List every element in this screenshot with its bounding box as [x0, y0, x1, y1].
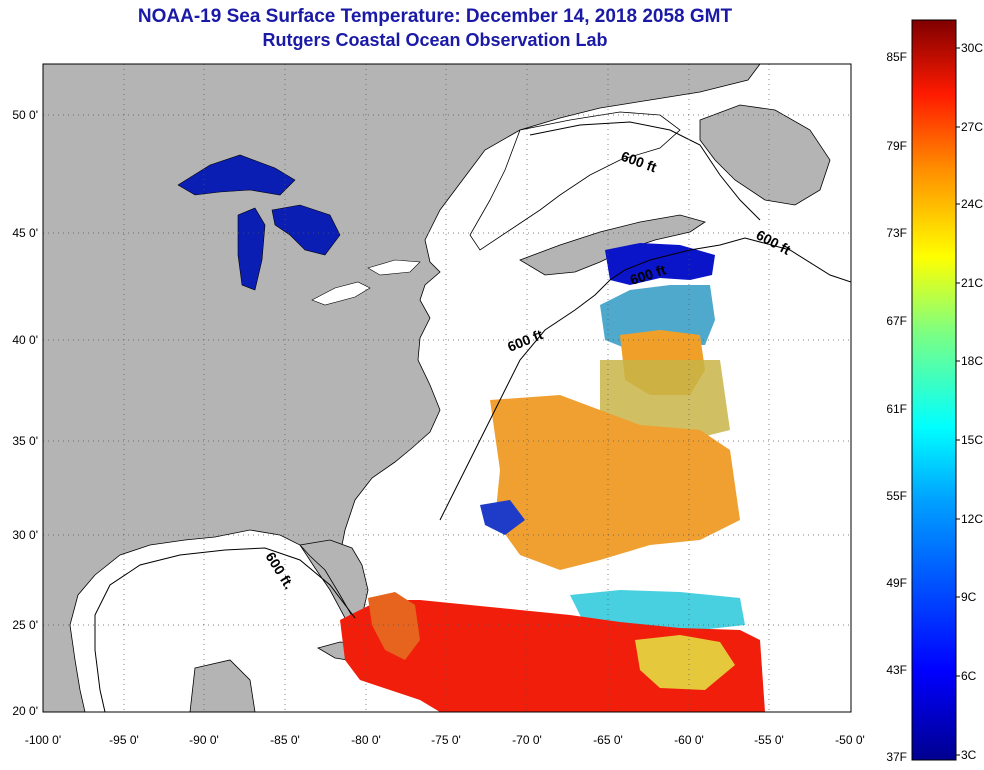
- colorbar-fahrenheit-label: 61F: [886, 402, 907, 416]
- lake-ontario: [367, 259, 421, 276]
- colorbar-celsius-label: 21C: [961, 276, 983, 290]
- colorbar-fahrenheit-label: 43F: [886, 663, 907, 677]
- latitude-tick-label: 40 0': [12, 333, 38, 347]
- colorbar-celsius-label: 18C: [961, 354, 983, 368]
- sst-gulf-stream-north: [600, 360, 730, 440]
- colorbar-fahrenheit-label: 37F: [886, 750, 907, 764]
- longitude-tick-label: -65 0': [593, 733, 623, 747]
- lake-huron: [271, 204, 341, 256]
- longitude-tick-label: -60 0': [674, 733, 704, 747]
- colorbar-fahrenheit-labels: 85F 79F 73F 67F 61F 55F 49F 43F 37F: [886, 50, 907, 764]
- colorbar-fahrenheit-label: 55F: [886, 489, 907, 503]
- latitude-tick-label: 20 0': [12, 704, 38, 718]
- longitude-tick-label: -80 0': [351, 733, 381, 747]
- colorbar-fahrenheit-label: 67F: [886, 314, 907, 328]
- colorbar-celsius-label: 3C: [961, 748, 977, 762]
- latitude-tick-label: 25 0': [12, 618, 38, 632]
- latitude-tick-label: 50 0': [12, 108, 38, 122]
- longitude-tick-label: -95 0': [109, 733, 139, 747]
- longitude-tick-label: -90 0': [189, 733, 219, 747]
- colorbar-celsius-label: 12C: [961, 512, 983, 526]
- sst-gulf-of-maine: [605, 243, 715, 285]
- latitude-tick-label: 45 0': [12, 226, 38, 240]
- latitude-axis: 50 0' 45 0' 40 0' 35 0' 30 0' 25 0' 20 0': [12, 108, 38, 718]
- colorbar-fahrenheit-label: 73F: [886, 226, 907, 240]
- graticule: [43, 64, 851, 712]
- colorbar-celsius-label: 24C: [961, 197, 983, 211]
- longitude-tick-label: -55 0': [754, 733, 784, 747]
- map-frame: [42, 63, 852, 713]
- colorbar-celsius-label: 15C: [961, 433, 983, 447]
- map-area: [43, 64, 851, 712]
- colorbar-celsius-label: 30C: [961, 41, 983, 55]
- map-subtitle: Rutgers Coastal Ocean Observation Lab: [262, 30, 608, 50]
- latitude-tick-label: 30 0': [12, 528, 38, 542]
- land-maritimes: [519, 214, 706, 276]
- sst-cyan-band: [570, 590, 745, 630]
- longitude-tick-label: -70 0': [512, 733, 542, 747]
- longitude-axis: -100 0' -95 0' -90 0' -85 0' -80 0' -75 0' -70…: [25, 733, 865, 747]
- colorbar: [911, 19, 957, 761]
- colorbar-celsius-label: 27C: [961, 120, 983, 134]
- colorbar-celsius-label: 9C: [961, 590, 977, 604]
- sst-yellow-patch: [635, 635, 735, 690]
- longitude-tick-label: -50 0': [835, 733, 865, 747]
- sst-sargasso-main: [490, 395, 740, 570]
- sst-bahamas-orange: [368, 592, 420, 660]
- longitude-tick-label: -100 0': [25, 733, 61, 747]
- land-north-america: [43, 64, 761, 712]
- map-title: NOAA-19 Sea Surface Temperature: Decembe…: [137, 6, 733, 27]
- colorbar-fahrenheit-label: 49F: [886, 576, 907, 590]
- contour-600ft-gulf: [94, 547, 356, 712]
- contour-600ft-stlawrence: [529, 121, 761, 221]
- sst-cool-patch: [480, 500, 525, 535]
- land-yucatan: [189, 659, 256, 712]
- colorbar-celsius-labels: 30C 27C 24C 21C 18C 15C 12C 9C 6C 3C: [956, 41, 983, 762]
- colorbar-fahrenheit-label: 79F: [886, 139, 907, 153]
- lake-superior: [177, 154, 296, 196]
- lake-michigan: [237, 207, 266, 291]
- longitude-tick-label: -75 0': [431, 733, 461, 747]
- longitude-tick-label: -85 0': [270, 733, 300, 747]
- colorbar-celsius-label: 6C: [961, 669, 977, 683]
- lake-erie: [311, 281, 371, 306]
- colorbar-fahrenheit-label: 85F: [886, 50, 907, 64]
- latitude-tick-label: 35 0': [12, 434, 38, 448]
- gulf-st-lawrence: [469, 111, 681, 251]
- contour-600ft-east: [439, 237, 851, 521]
